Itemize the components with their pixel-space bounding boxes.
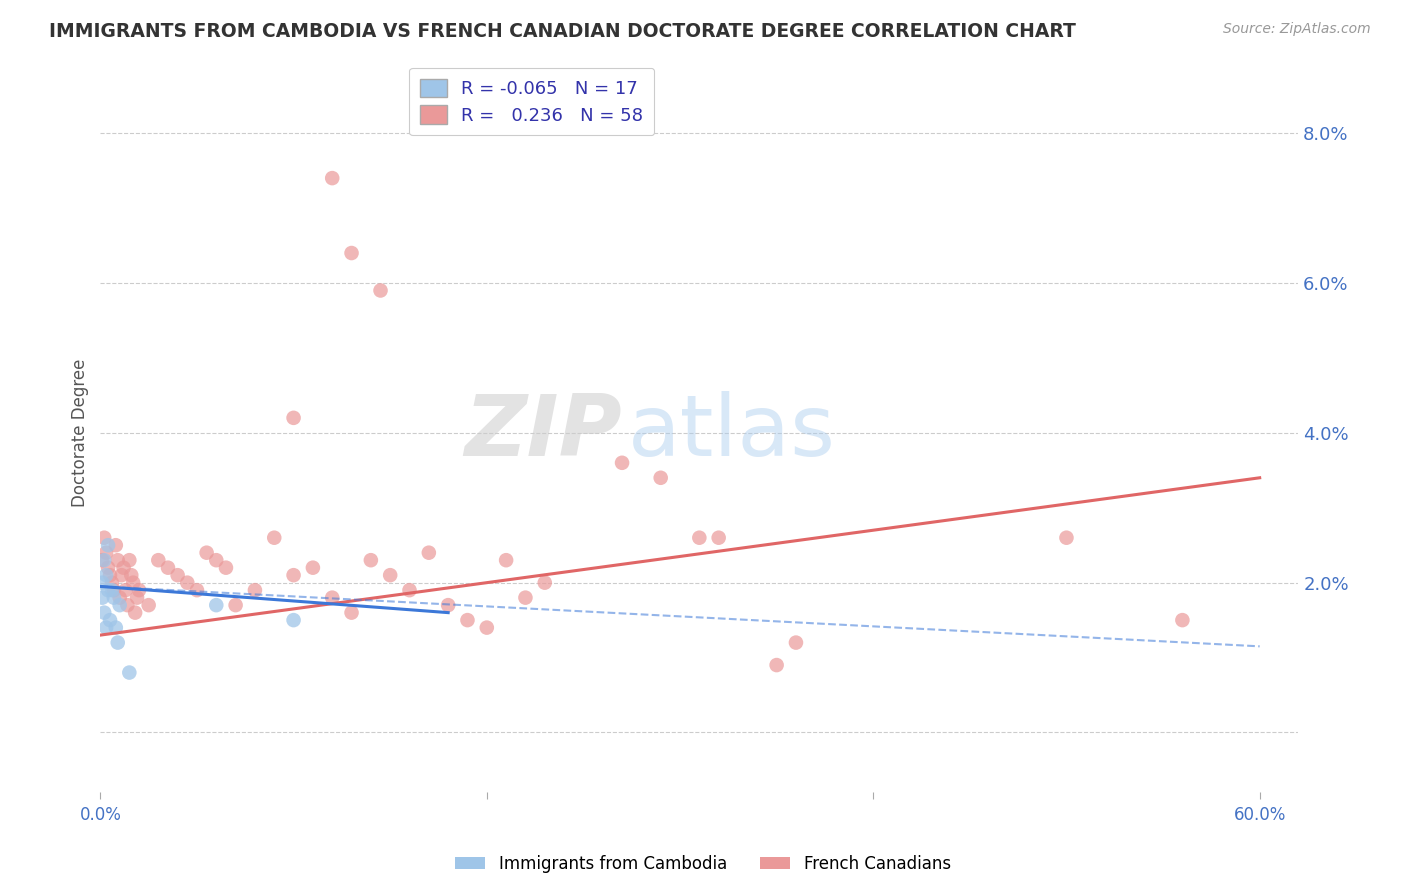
Point	[610, 456, 633, 470]
Point	[148, 553, 170, 567]
Point	[650, 471, 672, 485]
Point	[125, 591, 148, 605]
Point	[103, 591, 125, 605]
Point	[475, 621, 498, 635]
Point	[117, 598, 139, 612]
Point	[707, 531, 730, 545]
Point	[93, 553, 115, 567]
Point	[108, 591, 131, 605]
Point	[122, 575, 145, 590]
Point	[128, 583, 150, 598]
Point	[94, 568, 117, 582]
Text: IMMIGRANTS FROM CAMBODIA VS FRENCH CANADIAN DOCTORATE DEGREE CORRELATION CHART: IMMIGRANTS FROM CAMBODIA VS FRENCH CANAD…	[49, 22, 1076, 41]
Point	[118, 553, 141, 567]
Point	[101, 575, 124, 590]
Point	[120, 568, 142, 582]
Point	[93, 606, 115, 620]
Point	[243, 583, 266, 598]
Point	[107, 635, 129, 649]
Point	[97, 583, 120, 598]
Point	[205, 598, 228, 612]
Text: 60.0%: 60.0%	[1233, 806, 1286, 824]
Point	[97, 538, 120, 552]
Point	[456, 613, 478, 627]
Point	[176, 575, 198, 590]
Point	[107, 553, 129, 567]
Point	[515, 591, 537, 605]
Point	[98, 568, 121, 582]
Point	[91, 575, 114, 590]
Point	[283, 410, 305, 425]
Point	[263, 531, 285, 545]
Y-axis label: Doctorate Degree: Doctorate Degree	[72, 359, 89, 507]
Point	[94, 621, 117, 635]
Legend: R = -0.065   N = 17, R =   0.236   N = 58: R = -0.065 N = 17, R = 0.236 N = 58	[409, 68, 654, 136]
Text: Source: ZipAtlas.com: Source: ZipAtlas.com	[1223, 22, 1371, 37]
Point	[1171, 613, 1194, 627]
Point	[321, 591, 343, 605]
Point	[93, 531, 115, 545]
Point	[688, 531, 710, 545]
Point	[205, 553, 228, 567]
Point	[124, 606, 146, 620]
Point	[186, 583, 208, 598]
Point	[418, 546, 440, 560]
Point	[112, 560, 135, 574]
Point	[104, 621, 127, 635]
Point	[104, 538, 127, 552]
Point	[283, 613, 305, 627]
Point	[91, 591, 114, 605]
Point	[103, 583, 125, 598]
Point	[138, 598, 160, 612]
Point	[380, 568, 402, 582]
Point	[225, 598, 247, 612]
Point	[495, 553, 517, 567]
Point	[785, 635, 807, 649]
Point	[360, 553, 382, 567]
Point	[118, 665, 141, 680]
Point	[1056, 531, 1078, 545]
Point	[98, 613, 121, 627]
Point	[340, 606, 363, 620]
Point	[283, 568, 305, 582]
Point	[398, 583, 420, 598]
Point	[533, 575, 555, 590]
Point	[110, 568, 132, 582]
Point	[340, 246, 363, 260]
Point	[437, 598, 460, 612]
Point	[302, 560, 325, 574]
Point	[321, 171, 343, 186]
Text: ZIP: ZIP	[464, 392, 621, 475]
Point	[91, 553, 114, 567]
Point	[156, 560, 179, 574]
Point	[215, 560, 238, 574]
Point	[101, 583, 124, 598]
Point	[166, 568, 188, 582]
Point	[765, 658, 787, 673]
Legend: Immigrants from Cambodia, French Canadians: Immigrants from Cambodia, French Canadia…	[449, 848, 957, 880]
Point	[97, 560, 120, 574]
Text: 0.0%: 0.0%	[79, 806, 121, 824]
Text: atlas: atlas	[627, 392, 835, 475]
Point	[370, 284, 392, 298]
Point	[195, 546, 218, 560]
Point	[94, 546, 117, 560]
Point	[108, 598, 131, 612]
Point	[114, 583, 136, 598]
